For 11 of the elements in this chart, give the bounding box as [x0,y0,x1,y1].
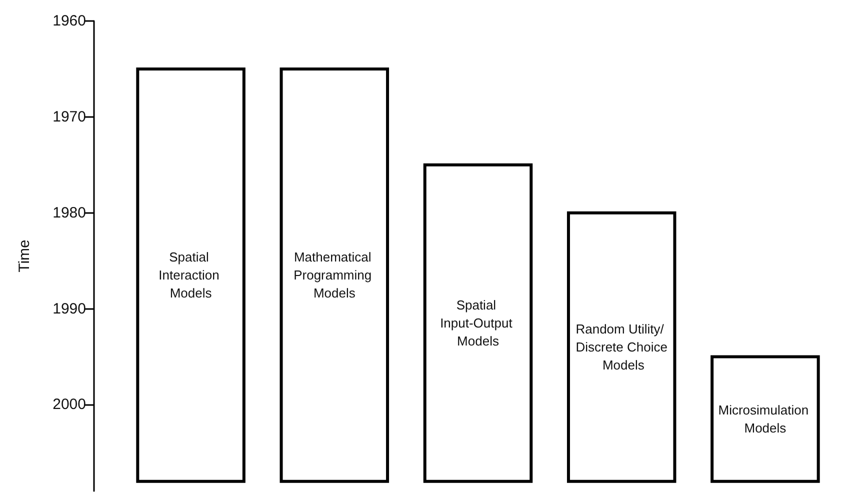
y-tick-label: 1970 [52,108,86,126]
x-tick-label: Spatial Input-Output Models [440,298,516,349]
y-tick-label: 2000 [52,396,86,414]
x-tick-label: Mathematical Programming Models [294,250,376,301]
y-tick-label: 1960 [52,12,86,30]
x-tick-label: Microsimulation Models [718,402,812,436]
y-tick-label: 1990 [52,300,86,318]
x-tick-label: Spatial Interaction Models [158,250,223,301]
y-tick-label: 1980 [52,204,86,222]
y-axis-title: Time [16,240,33,272]
x-tick-label: Random Utility/ Discrete Choice Models [576,322,668,373]
